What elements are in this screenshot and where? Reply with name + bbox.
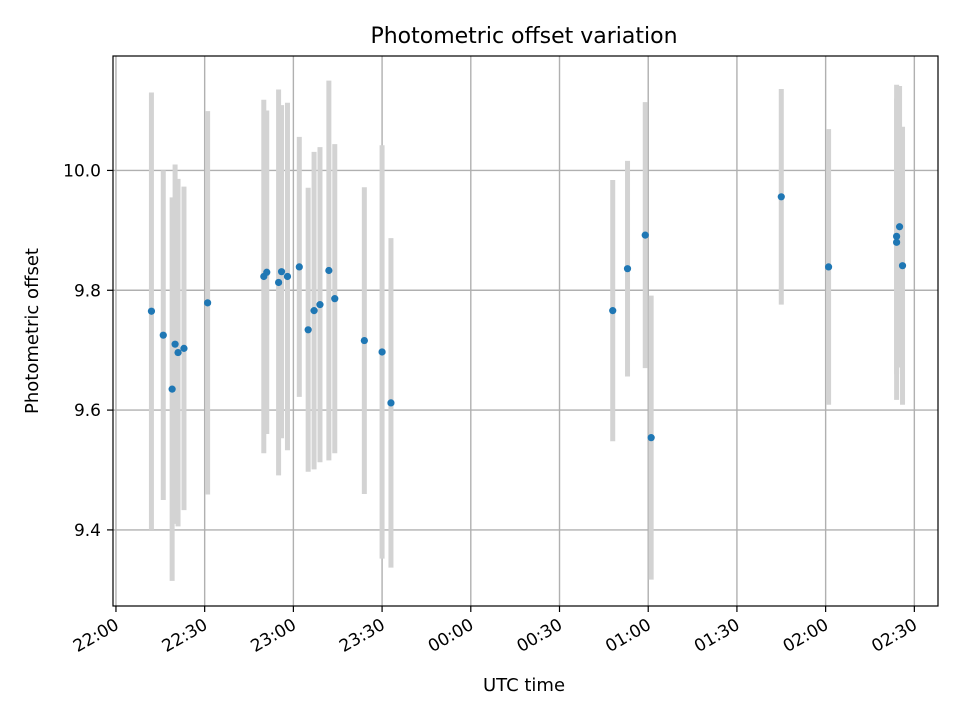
data-point	[283, 272, 292, 281]
y-axis-label: Photometric offset	[22, 248, 43, 414]
data-point	[647, 434, 655, 442]
y-tick-label: 10.0	[63, 161, 101, 181]
x-tick-label: 01:30	[691, 615, 743, 657]
data-point	[304, 326, 312, 334]
x-tick-label: 22:00	[70, 615, 122, 657]
data-point	[295, 263, 303, 271]
data-point	[893, 232, 901, 240]
data-point	[360, 336, 368, 345]
data-point	[147, 307, 156, 315]
plot-frame	[112, 55, 939, 607]
data-point	[331, 295, 339, 303]
error-bars	[148, 80, 906, 581]
data-point	[159, 331, 167, 339]
x-axis: 22:00 22:30 23:00 23:30 00:00 00:30 01:00 01:30…	[70, 606, 921, 657]
data-point	[174, 348, 182, 357]
x-tick-label: 00:00	[425, 615, 477, 657]
y-tick-label: 9.6	[74, 401, 101, 421]
data-point	[898, 262, 907, 270]
x-tick-label: 23:30	[336, 615, 388, 657]
data-point	[893, 238, 901, 246]
data-point	[180, 344, 188, 352]
data-point	[623, 265, 632, 273]
data-points	[147, 193, 907, 442]
x-tick-label: 22:30	[159, 615, 211, 657]
data-point	[378, 348, 386, 356]
data-point	[609, 307, 617, 315]
x-tick-label: 00:30	[514, 615, 566, 657]
y-tick-label: 9.4	[74, 521, 101, 541]
data-point	[387, 399, 395, 407]
data-point	[274, 278, 283, 287]
data-point	[204, 299, 212, 307]
data-point	[310, 307, 318, 315]
grid	[113, 56, 938, 606]
x-tick-label: 01:00	[602, 615, 654, 657]
data-point	[641, 231, 649, 239]
data-point	[824, 263, 833, 271]
chart-title: Photometric offset variation	[370, 24, 677, 49]
data-point	[895, 223, 904, 231]
data-point	[277, 268, 286, 276]
x-tick-label: 02:30	[868, 615, 920, 657]
y-axis: 9.4 9.6 9.8 10.0	[63, 161, 113, 541]
data-point	[316, 301, 324, 309]
y-tick-label: 9.8	[74, 281, 101, 301]
data-point	[263, 268, 271, 276]
x-axis-label: UTC time	[483, 675, 565, 696]
data-point	[325, 266, 333, 275]
data-point	[168, 385, 176, 393]
x-tick-label: 02:00	[780, 615, 832, 657]
x-tick-label: 23:00	[247, 615, 299, 657]
data-point	[777, 193, 785, 201]
data-point	[171, 340, 179, 348]
